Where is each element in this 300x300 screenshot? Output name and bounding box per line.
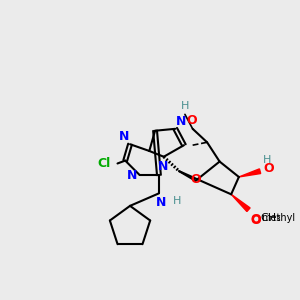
- Text: O: O: [190, 173, 201, 186]
- Text: N: N: [119, 130, 129, 143]
- Text: O: O: [250, 213, 261, 226]
- Text: O: O: [263, 162, 274, 175]
- Text: N: N: [176, 115, 187, 128]
- Text: N: N: [158, 160, 168, 172]
- Text: Cl: Cl: [98, 157, 111, 170]
- Text: O: O: [186, 114, 197, 127]
- Polygon shape: [231, 194, 250, 212]
- Text: N: N: [156, 196, 166, 209]
- Polygon shape: [239, 169, 261, 177]
- Text: H: H: [172, 196, 181, 206]
- Text: O: O: [250, 214, 261, 226]
- Text: H: H: [181, 101, 189, 112]
- Text: H: H: [263, 154, 271, 165]
- Text: CH₃: CH₃: [260, 213, 281, 223]
- Text: methyl: methyl: [261, 213, 295, 223]
- Text: N: N: [128, 169, 138, 182]
